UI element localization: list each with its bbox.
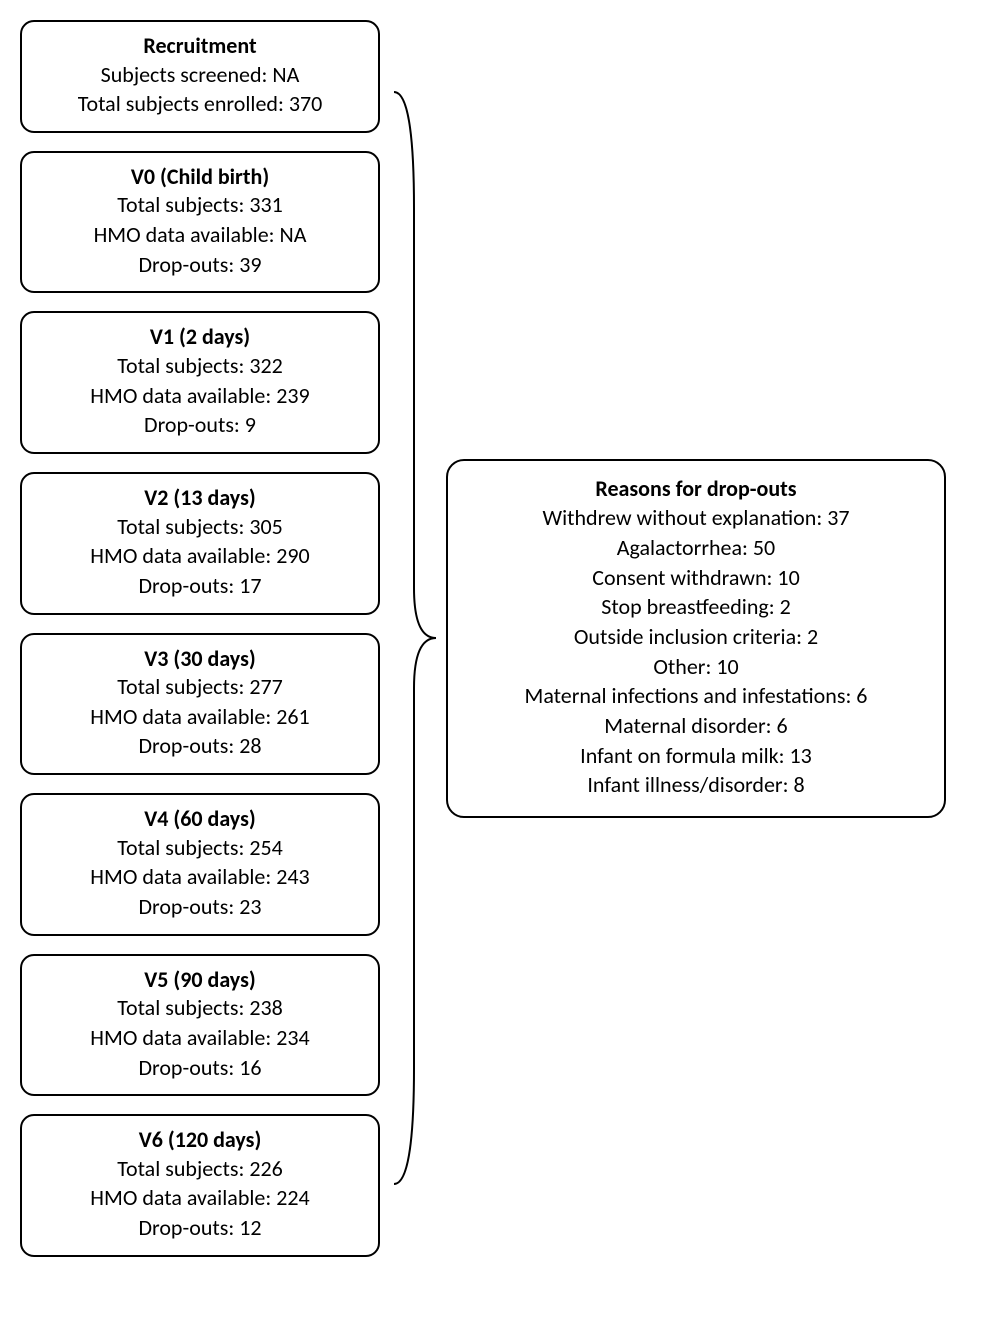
reason-line: Outside inclusion criteria: 2 [472,622,920,652]
reasons-title: Reasons for drop-outs [472,475,920,504]
box-line: Drop-outs: 12 [40,1213,360,1243]
box-line: Drop-outs: 16 [40,1053,360,1083]
box-title: V4 (60 days) [40,805,360,833]
box-line: Drop-outs: 9 [40,410,360,440]
box-line: Total subjects enrolled: 370 [40,89,360,119]
reason-line: Stop breastfeeding: 2 [472,592,920,622]
box-title: V1 (2 days) [40,323,360,351]
brace-region: Reasons for drop-outs Withdrew without e… [390,88,946,1188]
reason-line: Infant illness/disorder: 8 [472,770,920,800]
box-line: HMO data available: 224 [40,1183,360,1213]
box-line: Total subjects: 226 [40,1154,360,1184]
box-line: HMO data available: 261 [40,702,360,732]
box-line: Drop-outs: 39 [40,250,360,280]
visit-column: Recruitment Subjects screened: NA Total … [20,20,380,1257]
reason-line: Infant on formula milk: 13 [472,741,920,771]
recruitment-box: Recruitment Subjects screened: NA Total … [20,20,380,133]
box-line: Total subjects: 305 [40,512,360,542]
box-title: V3 (30 days) [40,645,360,673]
box-title: V2 (13 days) [40,484,360,512]
box-line: HMO data available: 239 [40,381,360,411]
box-line: Total subjects: 331 [40,190,360,220]
box-line: HMO data available: 290 [40,541,360,571]
box-line: Total subjects: 322 [40,351,360,381]
reason-line: Other: 10 [472,652,920,682]
reason-line: Consent withdrawn: 10 [472,563,920,593]
v5-box: V5 (90 days) Total subjects: 238 HMO dat… [20,954,380,1097]
box-line: HMO data available: 234 [40,1023,360,1053]
box-line: HMO data available: 243 [40,862,360,892]
reason-line: Maternal disorder: 6 [472,711,920,741]
v4-box: V4 (60 days) Total subjects: 254 HMO dat… [20,793,380,936]
box-title: V6 (120 days) [40,1126,360,1154]
box-line: Drop-outs: 23 [40,892,360,922]
v0-box: V0 (Child birth) Total subjects: 331 HMO… [20,151,380,294]
box-line: Drop-outs: 28 [40,731,360,761]
reasons-box: Reasons for drop-outs Withdrew without e… [446,459,946,818]
box-title: V0 (Child birth) [40,163,360,191]
v6-box: V6 (120 days) Total subjects: 226 HMO da… [20,1114,380,1257]
box-line: Subjects screened: NA [40,60,360,90]
reason-line: Maternal infections and infestations: 6 [472,681,920,711]
v1-box: V1 (2 days) Total subjects: 322 HMO data… [20,311,380,454]
reason-line: Agalactorrhea: 50 [472,533,920,563]
box-line: Drop-outs: 17 [40,571,360,601]
box-line: Total subjects: 277 [40,672,360,702]
reason-line: Withdrew without explanation: 37 [472,503,920,533]
v2-box: V2 (13 days) Total subjects: 305 HMO dat… [20,472,380,615]
box-line: Total subjects: 238 [40,993,360,1023]
box-line: HMO data available: NA [40,220,360,250]
curly-brace-icon [390,88,440,1188]
diagram-container: Recruitment Subjects screened: NA Total … [20,20,975,1257]
box-title: Recruitment [40,32,360,60]
v3-box: V3 (30 days) Total subjects: 277 HMO dat… [20,633,380,776]
box-line: Total subjects: 254 [40,833,360,863]
box-title: V5 (90 days) [40,966,360,994]
